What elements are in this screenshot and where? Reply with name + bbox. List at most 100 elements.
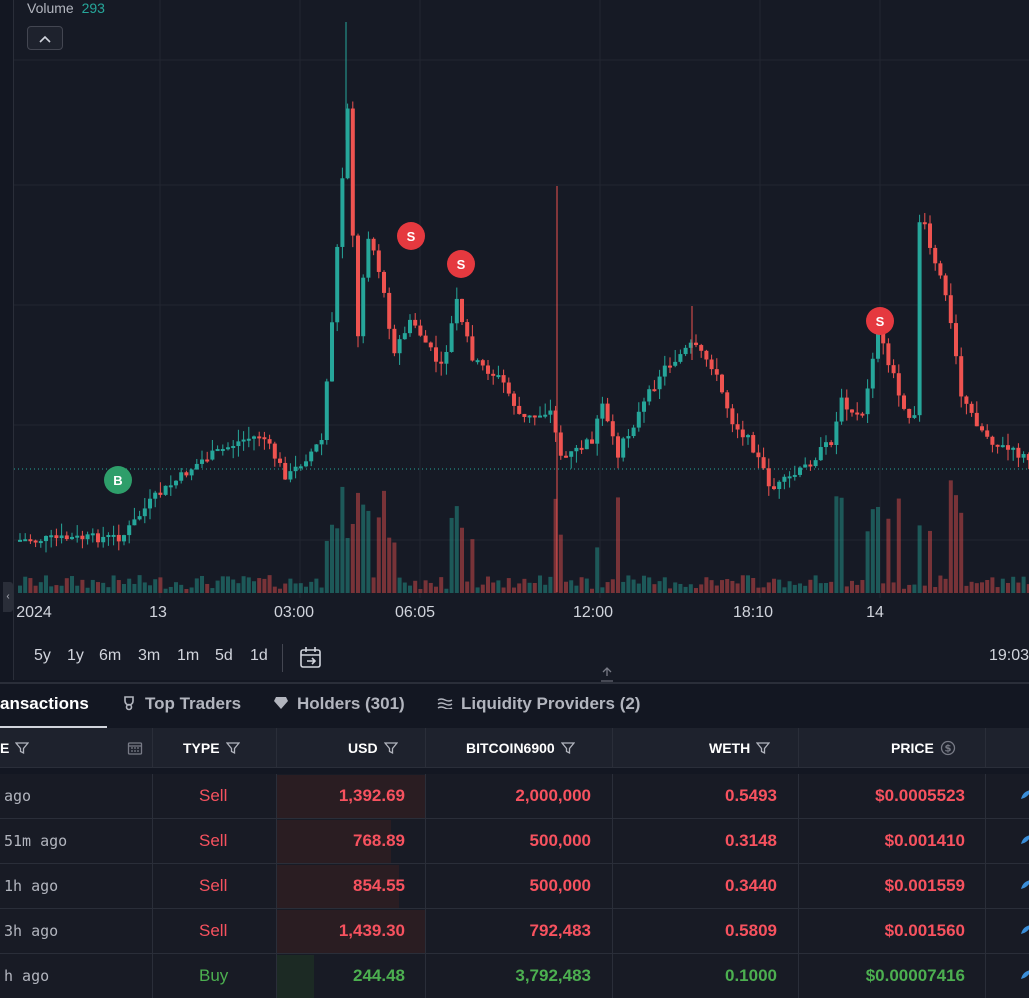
volume-bar [324, 540, 329, 593]
waves-icon [437, 698, 453, 709]
volume-bar [49, 586, 54, 593]
time-axis: 2024 13 03:00 06:05 12:00 18:10 14 [14, 600, 1029, 628]
time-tick: 12:00 [572, 604, 614, 621]
column-divider [425, 728, 426, 768]
cell-divider [152, 909, 153, 953]
price-chart[interactable]: B S S S ‹ Volume 293 2024 13 03:00 06:05 12… [0, 0, 1029, 680]
range-button-1y[interactable]: 1y [67, 647, 84, 664]
candle-body [85, 534, 90, 540]
tab-transactions[interactable]: ansactions [0, 684, 89, 728]
calendar-icon[interactable] [127, 740, 143, 756]
candlestick-chart[interactable]: B S S S [0, 0, 1029, 680]
table-row[interactable]: ago Sell 1,392.69 2,000,000 0.5493 $0.00… [0, 774, 1029, 819]
cell-divider [152, 819, 153, 863]
filter-icon[interactable] [383, 741, 398, 755]
tab-liquidity-providers[interactable]: Liquidity Providers (2) [437, 684, 640, 728]
volume-bar [350, 523, 355, 593]
table-row[interactable]: 1h ago Sell 854.55 500,000 0.3440 $0.001… [0, 864, 1029, 909]
volume-bar [33, 585, 38, 593]
candle-body [621, 438, 626, 458]
time-tick: 14 [866, 604, 884, 621]
column-header-bitcoin6900[interactable]: BITCOIN6900 [466, 728, 575, 768]
wallet-icon[interactable] [1019, 788, 1029, 802]
candle-body [969, 403, 974, 413]
volume-bar [366, 510, 371, 593]
volume-bar [371, 577, 376, 593]
volume-bar [673, 582, 678, 593]
tab-holders[interactable]: Holders (301) [273, 684, 405, 728]
volume-bar [319, 587, 324, 593]
filter-icon[interactable] [15, 741, 30, 755]
volume-bar [616, 497, 620, 593]
volume-bar [454, 506, 459, 593]
volume-bar [44, 575, 48, 593]
candle-body [886, 343, 891, 366]
candle-body [948, 295, 953, 324]
volume-bar [220, 576, 225, 593]
wallet-icon[interactable] [1019, 923, 1029, 937]
candle-body [64, 535, 69, 540]
candle-body [252, 436, 256, 439]
candle-body [746, 435, 750, 438]
date-range-icon[interactable] [298, 645, 324, 671]
column-header-usd[interactable]: USD [348, 728, 398, 768]
filter-icon[interactable] [560, 741, 575, 755]
range-button-6m[interactable]: 6m [99, 647, 122, 664]
candle-body [236, 441, 241, 447]
volume-bar [496, 580, 501, 593]
volume-bar [907, 584, 912, 593]
range-button-5y[interactable]: 5y [34, 647, 51, 664]
candle-body [283, 462, 288, 480]
volume-bar [798, 583, 802, 593]
candle-body [90, 533, 95, 536]
filter-icon[interactable] [756, 741, 771, 755]
currency-toggle-icon[interactable]: $ [940, 740, 956, 756]
volume-bar [168, 586, 173, 593]
legend-collapse-button[interactable] [27, 26, 63, 50]
wallet-icon[interactable] [1019, 833, 1029, 847]
column-header-type[interactable]: TYPE [183, 728, 240, 768]
volume-bar [839, 497, 844, 593]
candle-body [569, 451, 574, 457]
table-row[interactable]: 51m ago Sell 768.89 500,000 0.3148 $0.00… [0, 819, 1029, 864]
candle-body [184, 472, 189, 476]
tab-label: ansactions [0, 694, 89, 713]
table-row[interactable]: 3h ago Sell 1,439.30 792,483 0.5809 $0.0… [0, 909, 1029, 954]
candle-body [980, 426, 984, 431]
table-row[interactable]: h ago Buy 244.48 3,792,483 0.1000 $0.000… [0, 954, 1029, 998]
volume-bar [756, 587, 761, 593]
candle-body [995, 444, 1000, 447]
column-header-weth[interactable]: WETH [709, 728, 771, 768]
collapse-panel-button[interactable]: ‹ [3, 582, 13, 612]
resize-handle[interactable] [597, 666, 617, 696]
range-button-3m[interactable]: 3m [138, 647, 161, 664]
candle-body [496, 375, 501, 378]
row-token-amount: 792,483 [529, 921, 591, 940]
range-button-5d[interactable]: 5d [215, 647, 233, 664]
cell-divider [612, 954, 613, 998]
diamond-icon [274, 697, 288, 709]
volume-bar [470, 539, 475, 593]
column-header-price[interactable]: PRICE $ [891, 728, 956, 768]
candle-body [813, 460, 818, 467]
tab-top-traders[interactable]: Top Traders [121, 684, 241, 728]
volume-bar [808, 579, 813, 593]
candle-body [876, 329, 880, 359]
wallet-icon[interactable] [1019, 878, 1029, 892]
volume-bar [408, 585, 412, 593]
candle-body [1011, 447, 1016, 450]
range-button-1d[interactable]: 1d [250, 647, 268, 664]
candle-body [387, 292, 392, 329]
candle-body [418, 325, 423, 336]
candle-body [142, 508, 147, 517]
volume-bar [205, 583, 210, 593]
wallet-icon[interactable] [1019, 968, 1029, 982]
candle-body [792, 474, 797, 477]
volume-bar [766, 582, 771, 593]
tab-label: Liquidity Providers (2) [461, 694, 641, 713]
filter-icon[interactable] [225, 741, 240, 755]
volume-bar [532, 582, 537, 593]
range-button-1m[interactable]: 1m [177, 647, 200, 664]
column-header-time[interactable]: E [0, 728, 30, 768]
volume-bar [610, 579, 615, 593]
